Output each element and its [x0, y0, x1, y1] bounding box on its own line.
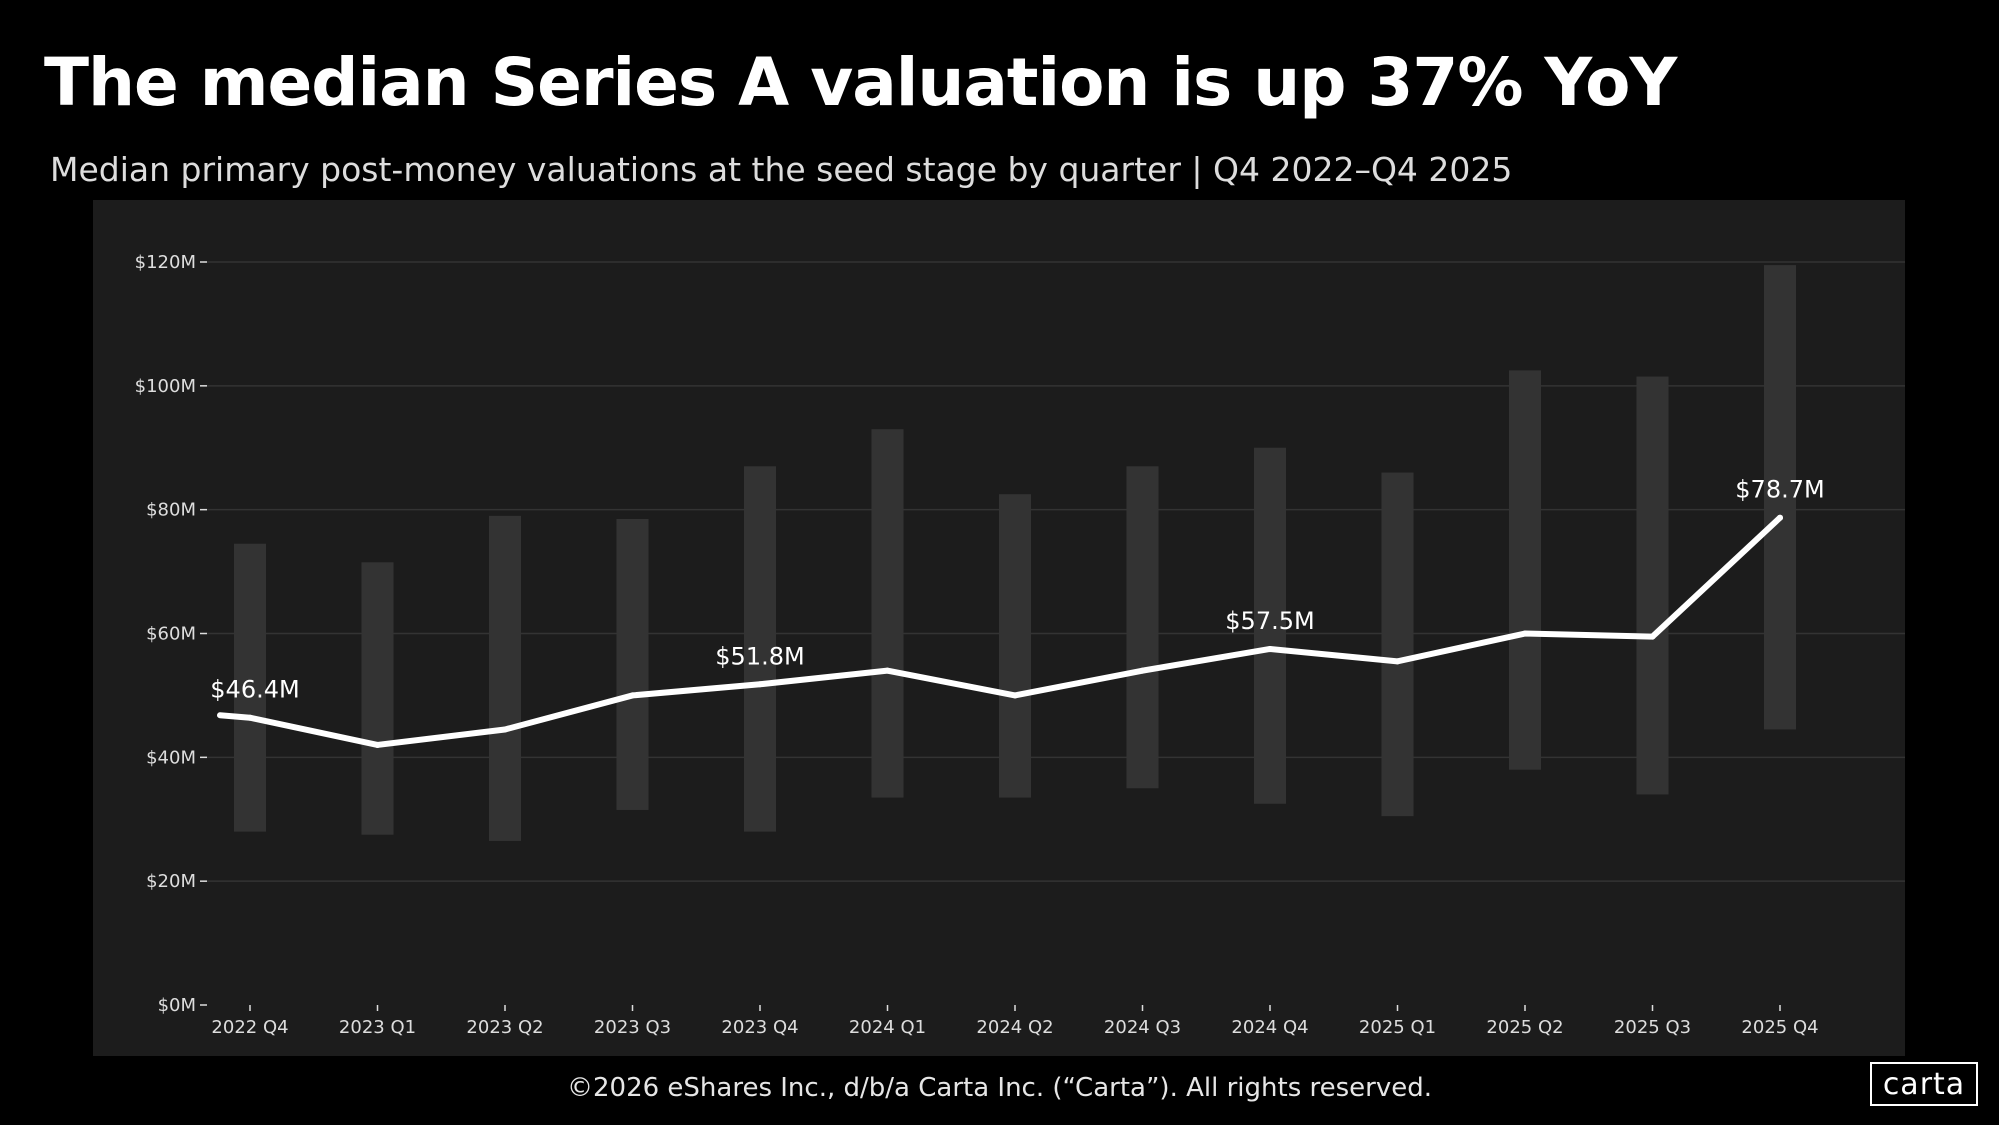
range-bar: [1381, 472, 1414, 817]
x-tick-label: 2023 Q3: [594, 1017, 671, 1038]
data-point: [1394, 658, 1401, 665]
x-tick-label: 2025 Q4: [1741, 1017, 1818, 1038]
data-point: [1649, 633, 1656, 640]
y-tick-label: $40M: [146, 747, 196, 768]
data-point: [1139, 667, 1146, 674]
median-valuation-line: [217, 514, 1783, 748]
x-tick-label: 2023 Q2: [466, 1017, 543, 1038]
x-tick-label: 2025 Q3: [1614, 1017, 1691, 1038]
range-bar: [744, 466, 776, 832]
slide-subtitle: Median primary post-money valuations at …: [50, 150, 1513, 189]
data-point: [757, 681, 763, 688]
range-bar: [1636, 376, 1669, 795]
range-bar: [616, 518, 649, 810]
data-label: $78.7M: [1735, 476, 1824, 504]
y-tick-label: $80M: [146, 500, 196, 521]
data-point: [374, 741, 381, 748]
y-tick-label: $60M: [146, 624, 196, 645]
data-label: $57.5M: [1225, 607, 1314, 635]
x-tick-label: 2025 Q1: [1359, 1017, 1436, 1038]
chart-area: $0M $20M $40M $60M $80M $100M $120M 2022 Q4 2023…: [93, 200, 1905, 1056]
data-point: [629, 692, 636, 699]
range-bar: [1764, 265, 1796, 730]
data-label: $51.8M: [715, 642, 804, 670]
x-tick-label: 2023 Q4: [721, 1017, 798, 1038]
x-tick-label: 2024 Q1: [849, 1017, 926, 1038]
y-tick-label: $0M: [158, 995, 196, 1016]
y-tick-label: $20M: [146, 871, 196, 892]
range-bar: [1126, 466, 1159, 789]
data-point: [1012, 692, 1018, 699]
range-bar: [489, 515, 521, 841]
carta-logo: carta: [1870, 1062, 1978, 1106]
range-bar: [234, 543, 266, 832]
data-point: [884, 667, 891, 674]
slide-title: The median Series A valuation is up 37% …: [44, 44, 1677, 121]
range-bar: [871, 429, 904, 798]
x-tick-label: 2023 Q1: [339, 1017, 416, 1038]
range-bar: [361, 562, 394, 835]
range-bar: [1254, 447, 1286, 804]
valuation-chart: $0M $20M $40M $60M $80M $100M $120M 2022 Q4 2023…: [135, 252, 1905, 1038]
y-tick-label: $120M: [135, 252, 196, 273]
data-point: [1522, 630, 1528, 637]
x-tick-label: 2025 Q2: [1486, 1017, 1563, 1038]
data-label: $46.4M: [210, 676, 299, 704]
data-point: [1777, 514, 1783, 521]
x-tick-label: 2024 Q3: [1104, 1017, 1181, 1038]
x-tick-label: 2024 Q2: [976, 1017, 1053, 1038]
x-tick-label: 2024 Q4: [1231, 1017, 1308, 1038]
data-point: [502, 726, 508, 733]
data-point: [1267, 645, 1273, 652]
range-bar: [999, 494, 1031, 798]
copyright-footer: ©2026 eShares Inc., d/b/a Carta Inc. (“C…: [567, 1073, 1432, 1103]
data-point: [247, 714, 253, 721]
x-tick-label: 2022 Q4: [211, 1017, 288, 1038]
range-bar: [1509, 370, 1541, 770]
y-tick-label: $100M: [135, 376, 196, 397]
